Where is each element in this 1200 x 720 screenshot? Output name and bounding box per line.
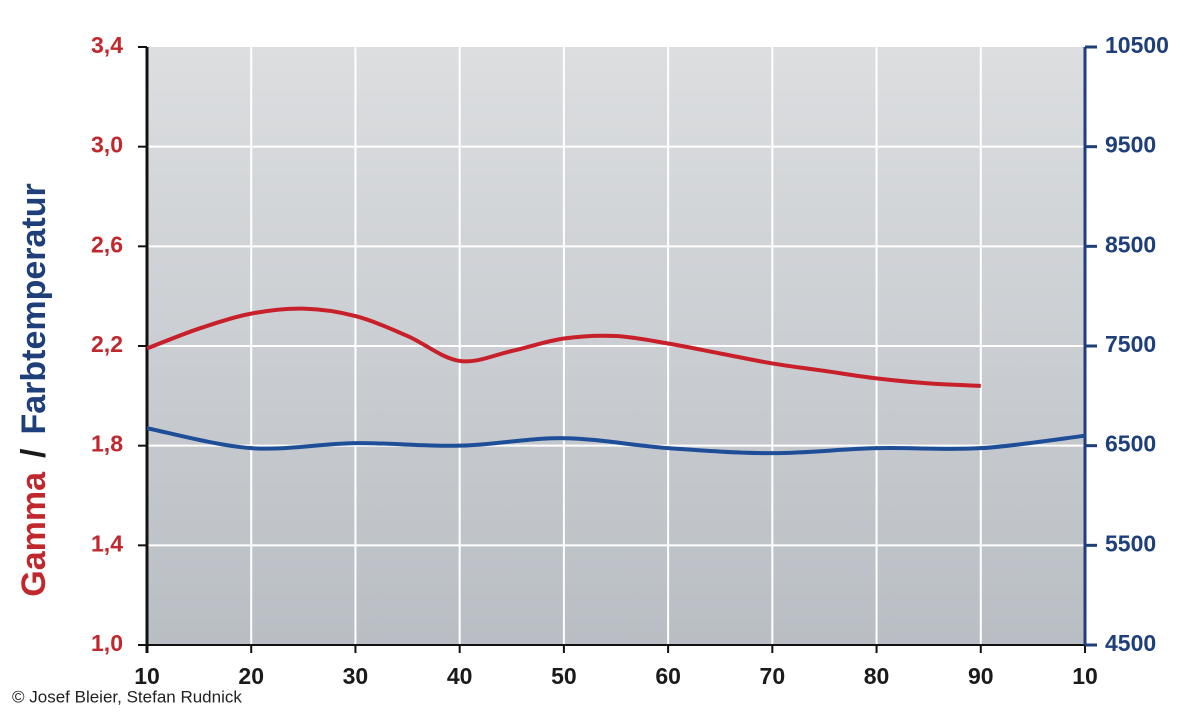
x-tick-label: 10 bbox=[134, 663, 160, 689]
y2-tick-label: 8500 bbox=[1105, 231, 1156, 257]
y-tick-label: 3,0 bbox=[91, 132, 123, 158]
y2-tick-label: 10500 bbox=[1105, 32, 1169, 58]
y-tick-label: 1,8 bbox=[91, 431, 123, 457]
line bbox=[146, 306, 981, 388]
x-tick-label: 40 bbox=[447, 663, 473, 689]
x-tick-label: 50 bbox=[551, 663, 577, 689]
y-tick-label: 1,0 bbox=[91, 630, 123, 656]
x-tick-label: 30 bbox=[343, 663, 369, 689]
y2-axis-title: Farbtemperatur bbox=[15, 183, 53, 434]
x-tick-label: 20 bbox=[238, 663, 264, 689]
y2-tick-label: 9500 bbox=[1105, 132, 1156, 158]
y-tick-label: 2,6 bbox=[91, 231, 123, 257]
x-tick-label: 80 bbox=[864, 663, 890, 689]
y-axis-title: Gamma bbox=[15, 471, 53, 597]
line bbox=[146, 426, 1086, 456]
credit: © Josef Bleier, Stefan Rudnick bbox=[12, 687, 242, 706]
y-tick-label: 1,4 bbox=[91, 530, 123, 556]
axis-title: Gamma / Farbtemperatur bbox=[15, 183, 53, 596]
y-tick-label: 3,4 bbox=[91, 32, 123, 58]
x-tick-label: 60 bbox=[655, 663, 681, 689]
x-tick-label: 70 bbox=[760, 663, 786, 689]
x-tick-label: 90 bbox=[968, 663, 994, 689]
y2-tick-label: 4500 bbox=[1105, 630, 1156, 656]
y2-tick-label: 6500 bbox=[1105, 431, 1156, 457]
x-tick-label: 10 bbox=[1072, 663, 1098, 689]
axis-title-separator: / bbox=[15, 448, 53, 458]
y2-tick-label: 7500 bbox=[1105, 331, 1156, 357]
y2-tick-label: 5500 bbox=[1105, 530, 1156, 556]
y-tick-label: 2,2 bbox=[91, 331, 123, 357]
